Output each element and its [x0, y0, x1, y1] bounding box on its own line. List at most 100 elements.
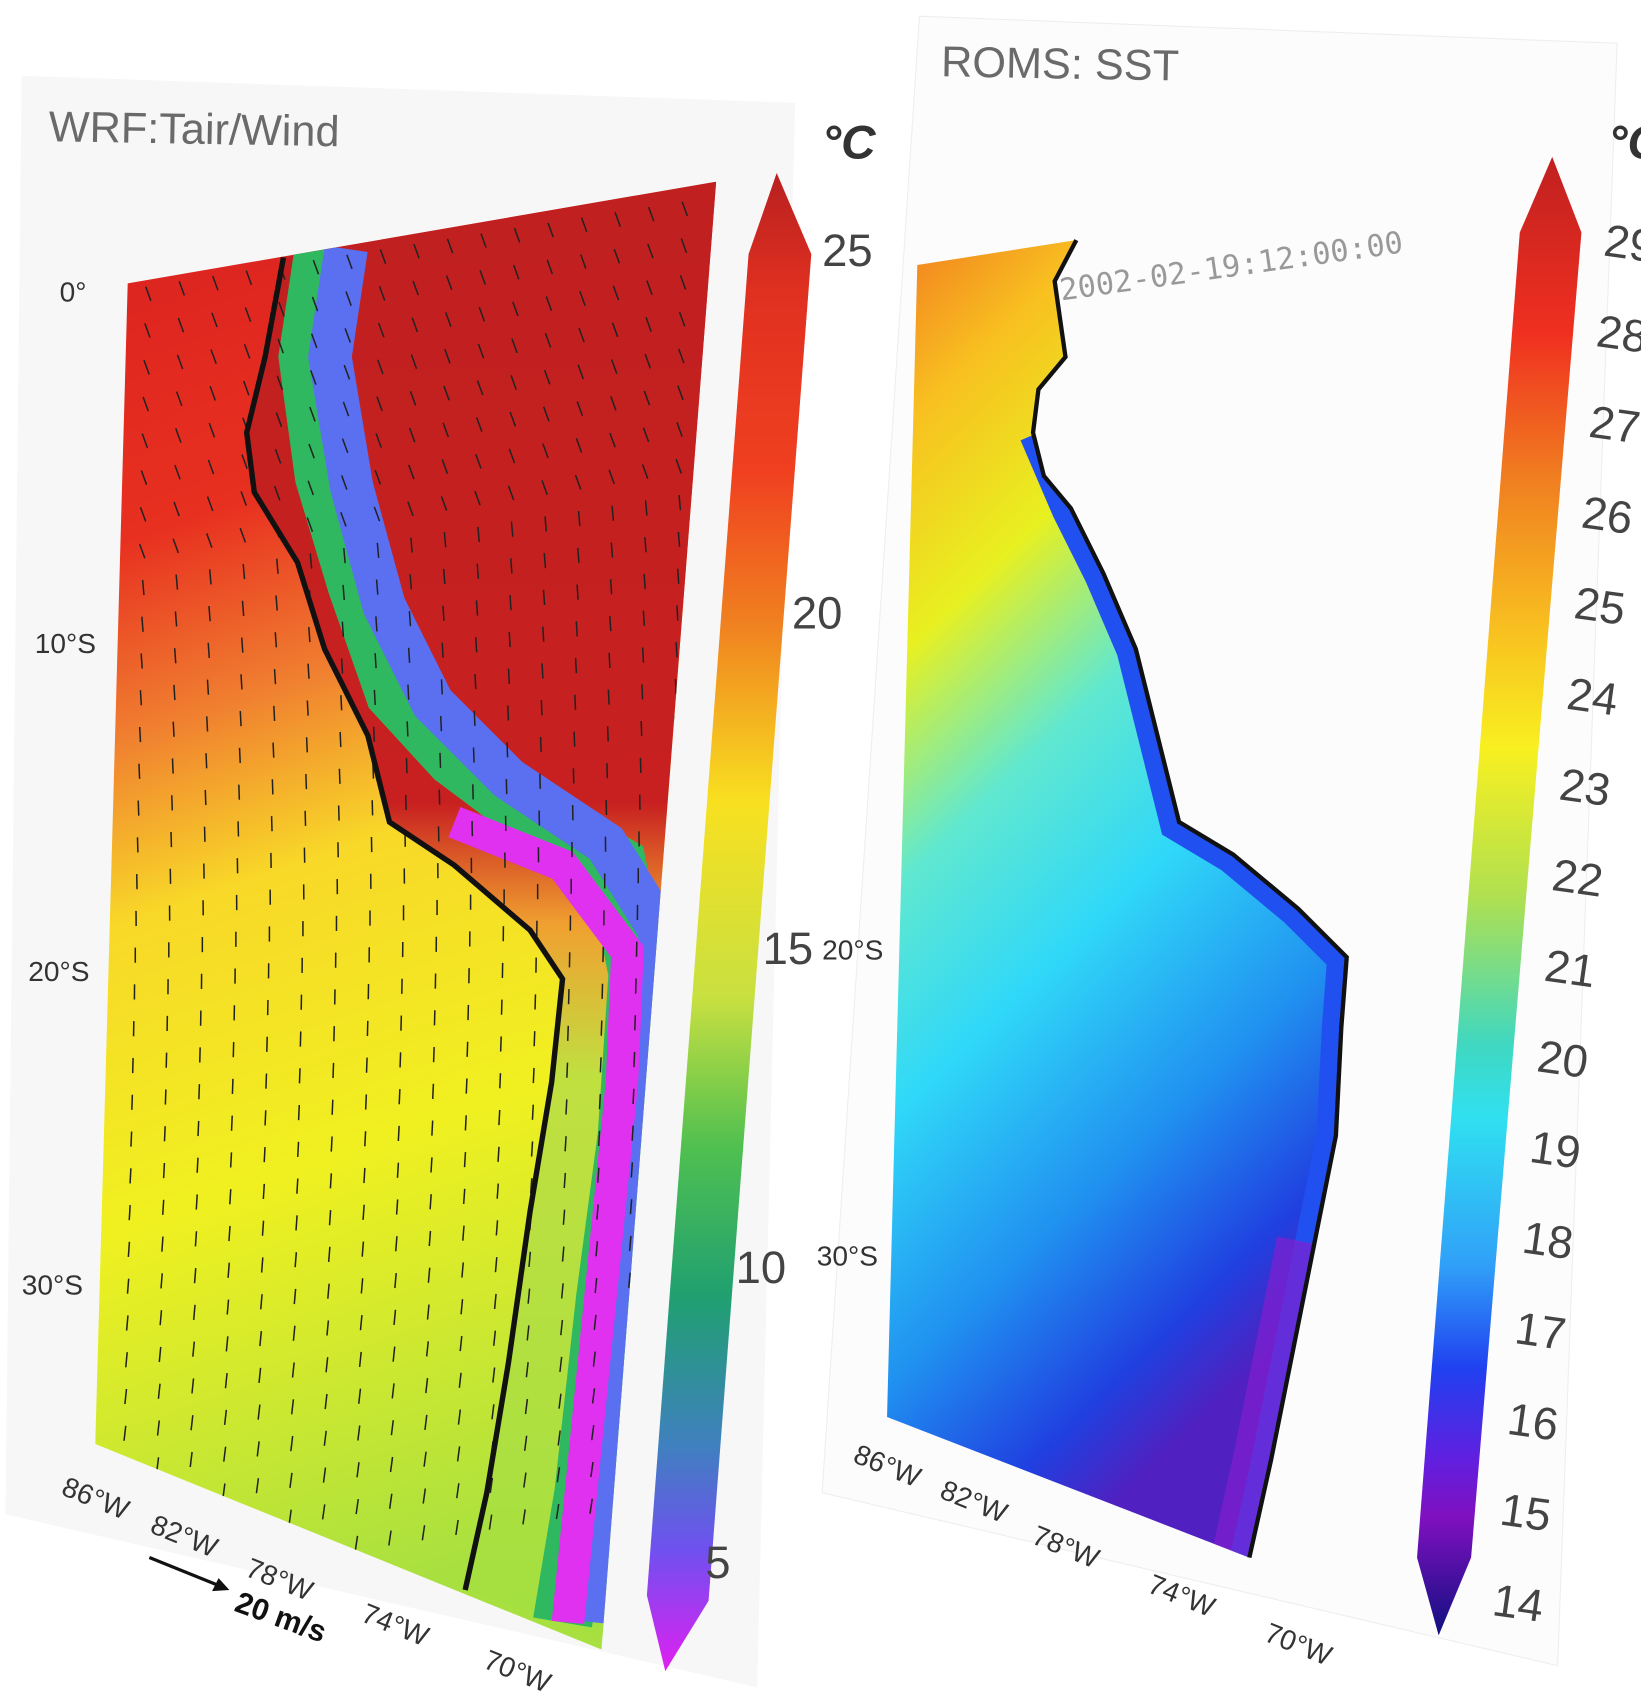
wind-arrow — [461, 1262, 465, 1278]
wind-arrow — [206, 679, 210, 695]
wind-arrow — [341, 621, 345, 637]
wind-arrow — [407, 501, 414, 517]
wind-arrow — [577, 364, 585, 380]
wind-arrow — [509, 411, 517, 427]
wind-arrow — [495, 1220, 499, 1236]
wind-arrow — [388, 1493, 393, 1509]
colorbar-tick-label: 26 — [1579, 487, 1636, 545]
colorbar-tick-label: 15 — [763, 923, 814, 974]
wind-arrow — [510, 521, 514, 537]
wind-arrow — [327, 1246, 331, 1263]
wind-arrow — [209, 386, 217, 401]
wind-arrow — [377, 322, 385, 338]
scale-arrow-head — [212, 1578, 230, 1592]
wind-arrow — [208, 569, 212, 585]
wind-arrow — [675, 642, 678, 658]
wind-arrow — [564, 1136, 567, 1152]
wind-arrow — [205, 753, 208, 769]
wind-arrow — [290, 1399, 295, 1415]
wind-arrow — [577, 547, 580, 563]
wind-arrow — [445, 275, 453, 291]
wind-arrow — [278, 301, 285, 317]
wind-arrow — [474, 673, 477, 690]
wind-arrow — [325, 1357, 329, 1373]
wind-arrow — [408, 610, 412, 627]
wind-arrow — [273, 668, 277, 685]
wind-arrow — [600, 1020, 603, 1036]
wind-arrow — [125, 1315, 129, 1331]
wind-arrow — [395, 1199, 399, 1215]
wind-arrow — [409, 574, 413, 590]
wind-arrow — [676, 422, 683, 437]
wind-arrow — [526, 1325, 530, 1341]
wind-arrow — [614, 212, 622, 227]
panel-title: WRF:Tair/Wind — [48, 103, 340, 156]
wind-arrow — [492, 1330, 497, 1346]
wind-arrow — [456, 1446, 461, 1462]
wind-arrow — [245, 270, 253, 286]
wind-arrow — [612, 285, 620, 301]
wind-arrow — [131, 1094, 134, 1110]
colorbar-tick-label: 29 — [1601, 215, 1641, 273]
wind-arrow — [276, 375, 284, 391]
wind-arrow — [241, 454, 248, 470]
wind-arrow — [177, 317, 185, 333]
wind-arrow — [462, 1225, 465, 1241]
wind-arrow — [193, 1267, 197, 1284]
wind-arrow — [610, 359, 618, 374]
wind-arrow — [421, 1525, 426, 1541]
colorbar-unit: °C — [1608, 117, 1641, 170]
wind-arrow — [543, 369, 551, 385]
wind-arrow — [373, 689, 376, 706]
wind-arrow — [244, 307, 252, 322]
wind-arrow — [558, 1393, 562, 1409]
wind-arrow — [160, 1273, 163, 1289]
colorbar-tick-label: 17 — [1512, 1302, 1569, 1360]
wind-arrow — [643, 390, 651, 406]
wind-arrow — [479, 270, 487, 285]
wind-arrow — [431, 1083, 435, 1099]
wind-arrow — [307, 663, 310, 679]
wind-arrow — [559, 1356, 563, 1373]
wind-arrow — [256, 1441, 260, 1457]
wind-arrow — [426, 1304, 430, 1320]
colorbar-tick-label: 28 — [1594, 305, 1641, 363]
wind-arrow — [474, 490, 481, 506]
wind-arrow — [274, 448, 282, 464]
wind-arrow — [575, 621, 578, 637]
wind-arrow — [555, 1503, 560, 1520]
wind-arrow — [159, 1310, 163, 1326]
wind-arrow — [156, 1420, 161, 1436]
wind-arrow — [273, 485, 281, 501]
wind-arrow — [344, 328, 352, 343]
wind-arrow — [322, 1467, 327, 1483]
wind-arrow — [176, 354, 184, 370]
lon-label: 70°W — [480, 1644, 556, 1696]
wind-arrow — [641, 647, 645, 663]
wind-arrow — [374, 469, 382, 485]
wind-arrow — [496, 1183, 500, 1199]
wind-arrow — [197, 1120, 200, 1137]
wind-arrow — [489, 1477, 494, 1493]
wind-arrow — [472, 747, 475, 763]
wind-arrow — [407, 684, 410, 700]
wind-arrow — [288, 1509, 292, 1525]
wind-arrow — [492, 1367, 496, 1383]
wind-arrow — [238, 784, 241, 800]
wind-arrow — [440, 679, 444, 695]
lat-label: 20°S — [28, 956, 89, 987]
wind-arrow — [272, 742, 275, 758]
wind-arrow — [379, 249, 387, 264]
colorbar-tick-label: 20 — [792, 588, 843, 639]
wind-arrow — [513, 228, 521, 243]
colorbar — [646, 173, 812, 1672]
wind-arrow — [343, 548, 346, 564]
wind-arrow — [427, 1267, 431, 1283]
wind-arrow — [679, 275, 687, 290]
wind-arrow — [195, 1194, 198, 1210]
wind-arrow — [580, 254, 587, 269]
wind-arrow — [374, 653, 377, 669]
wind-arrow — [591, 1388, 596, 1404]
wind-arrow — [364, 1131, 367, 1147]
wind-arrow — [394, 1272, 397, 1289]
